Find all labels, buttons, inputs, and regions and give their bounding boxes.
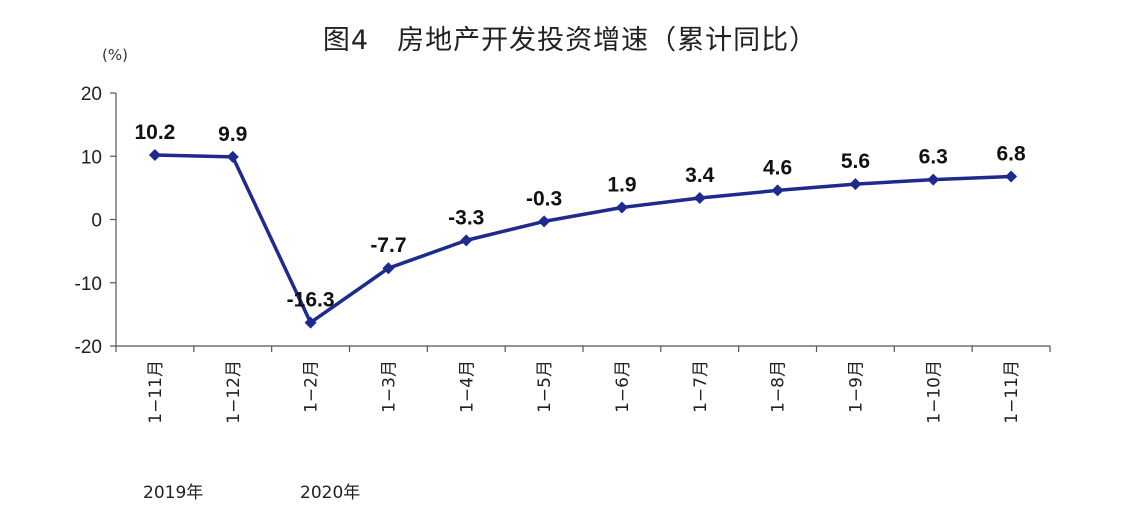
y-axis-unit: (%) [102, 46, 128, 64]
data-point-marker [148, 148, 161, 161]
data-label: 9.9 [218, 123, 247, 146]
x-tick-label: 1−4月 [457, 360, 477, 413]
y-tick-label: -20 [75, 337, 102, 358]
data-label: -16.3 [287, 289, 335, 312]
year-label-2020: 2020年 [300, 483, 361, 503]
data-label: -0.3 [526, 187, 562, 210]
data-label: 10.2 [134, 121, 175, 144]
series-line [154, 153, 1012, 325]
x-tick-label: 1−5月 [535, 360, 555, 413]
x-tick-label: 1−11月 [1002, 360, 1022, 424]
x-tick-label: 1−2月 [302, 360, 322, 413]
y-tick-label: 10 [81, 147, 102, 168]
data-point-marker [538, 215, 551, 228]
x-tick-label: 1−7月 [691, 360, 711, 413]
data-label: 5.6 [841, 150, 870, 173]
data-label: 6.8 [996, 142, 1026, 165]
data-label: 4.6 [763, 156, 792, 179]
data-point-marker [927, 173, 940, 186]
data-point-marker [226, 150, 239, 163]
x-tick-label: 1−10月 [924, 360, 944, 424]
chart-title: 图4 房地产开发投资增速（累计同比） [322, 25, 818, 56]
x-tick-label: 1−11月 [146, 360, 166, 424]
data-point-marker [1005, 170, 1018, 183]
y-tick-label: -10 [75, 274, 102, 295]
data-label: 3.4 [685, 164, 715, 187]
data-label: 1.9 [607, 173, 636, 196]
data-point-marker [615, 201, 628, 214]
x-tick-label: 1−3月 [379, 360, 399, 413]
data-point-marker [460, 234, 473, 247]
x-tick-label: 1−12月 [224, 360, 244, 424]
data-point-marker [693, 191, 706, 204]
data-label: -7.7 [370, 234, 406, 257]
data-label: -3.3 [448, 206, 484, 229]
data-point-marker [771, 184, 784, 197]
data-label: 6.3 [919, 146, 948, 169]
x-tick-label: 1−8月 [769, 360, 789, 413]
x-tick-label: 1−6月 [613, 360, 633, 413]
y-tick-label: 0 [91, 211, 102, 232]
data-point-marker [304, 316, 317, 329]
data-point-marker [382, 262, 395, 275]
year-label-2019: 2019年 [143, 483, 204, 503]
data-point-marker [849, 178, 862, 191]
x-tick-label: 1−9月 [846, 360, 866, 413]
y-tick-label: 20 [81, 84, 102, 105]
